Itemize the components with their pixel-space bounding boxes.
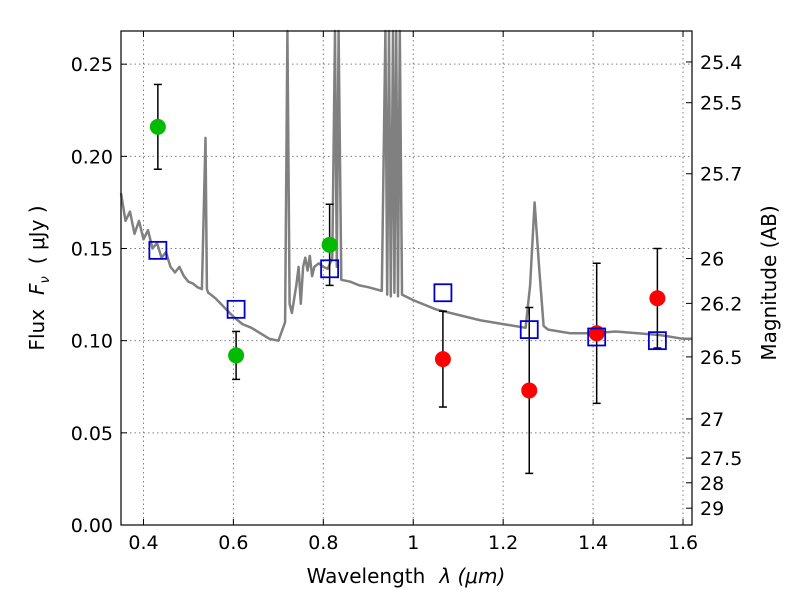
x-tick-label: 0.8 (308, 532, 338, 554)
x-tick-label: 0.6 (218, 532, 248, 554)
data-point (521, 382, 538, 399)
y2-tick-label: 25.4 (700, 52, 742, 74)
x-tick-label: 1.2 (488, 532, 518, 554)
y-tick-label: 0.20 (71, 146, 113, 168)
model-point (587, 327, 607, 347)
spectrum-layer (119, 29, 692, 342)
y-tick-label: 0.15 (71, 239, 113, 261)
y2-tick-label: 28 (700, 473, 724, 495)
y-tick-label: 0.00 (71, 515, 113, 537)
y-axis-left: 0.00 0.05 0.10 0.15 0.20 0.25 (71, 54, 127, 537)
model-point (519, 320, 539, 340)
points-layer (148, 83, 667, 475)
model-spectrum-line (119, 29, 692, 342)
x-axis-title: Wavelength λ (μm) (307, 564, 506, 588)
data-point (228, 347, 245, 364)
model-point (433, 283, 453, 303)
model-point (148, 240, 168, 260)
data-point (149, 118, 166, 135)
y2-tick-label: 25.5 (700, 93, 742, 115)
y2-tick-label: 25.7 (700, 164, 742, 186)
y-tick-label: 0.05 (71, 423, 113, 445)
model-point (226, 299, 246, 319)
y-tick-label: 0.10 (71, 331, 113, 353)
model-point (647, 331, 667, 351)
y2-tick-label: 27 (700, 409, 724, 431)
y-axis-right: 25.4 25.5 25.7 26 26.2 26.5 27 27.5 28 29 (686, 52, 742, 520)
y2-axis-title: Magnitude (AB) (757, 205, 781, 360)
y2-tick-label: 26.5 (700, 347, 742, 369)
y2-tick-label: 27.5 (700, 448, 742, 470)
data-point (321, 236, 338, 253)
x-tick-label: 1.4 (578, 532, 608, 554)
y2-tick-label: 29 (700, 498, 724, 520)
x-tick-label: 1 (407, 532, 419, 554)
model-point (320, 259, 340, 279)
y-tick-label: 0.25 (71, 54, 113, 76)
plot-frame (120, 30, 693, 526)
y2-tick-label: 26 (700, 249, 724, 271)
x-tick-label: 0.4 (128, 532, 158, 554)
x-tick-label: 1.6 (668, 532, 698, 554)
y-axis-title: FluxFν( μJy ) (25, 205, 53, 350)
y2-tick-label: 26.2 (700, 293, 742, 315)
x-axis: 0.4 0.6 0.8 1 1.2 1.4 1.6 (128, 31, 698, 554)
data-point (434, 351, 451, 368)
data-point (649, 290, 666, 307)
